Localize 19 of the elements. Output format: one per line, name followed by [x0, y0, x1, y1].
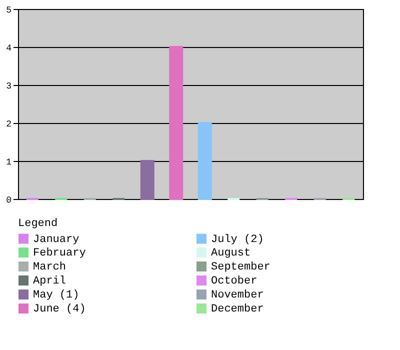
legend-label: November [211, 290, 264, 302]
legend-label: February [33, 248, 86, 260]
legend-label: September [211, 262, 270, 274]
legend-label: January [33, 234, 80, 246]
legend-label: October [211, 276, 258, 288]
legend-label: April [33, 276, 66, 288]
y-tick-label: 5 [6, 6, 12, 16]
legend-label: December [211, 304, 264, 316]
legend-label: March [33, 262, 66, 274]
legend-label: May (1) [33, 290, 80, 302]
legend-label: June (4) [33, 304, 86, 316]
legend-label: July (2) [211, 234, 264, 246]
y-tick-label: 1 [6, 158, 12, 168]
legend-label: August [211, 248, 251, 260]
y-tick-label: 2 [6, 120, 12, 130]
y-tick-label: 0 [6, 196, 12, 206]
y-tick-label: 3 [6, 82, 12, 92]
y-tick-label: 4 [6, 44, 12, 54]
legend-title: Legend [18, 218, 58, 230]
